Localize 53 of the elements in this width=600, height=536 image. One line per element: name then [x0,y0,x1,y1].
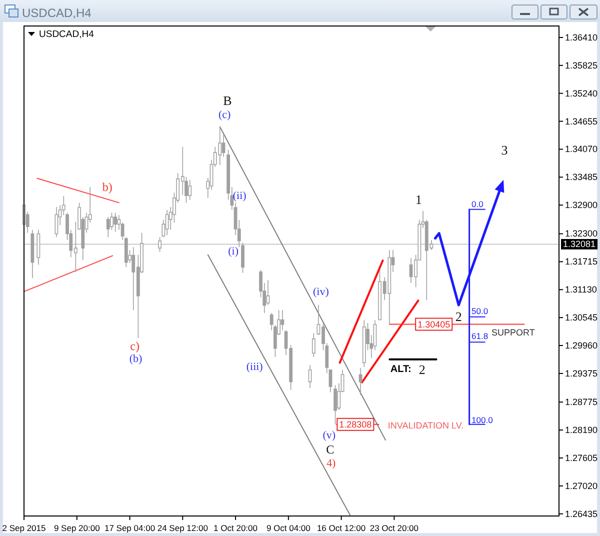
annotation: (iv) [312,286,330,298]
annotation: (b) [129,353,143,366]
annotation: SUPPORT [492,327,536,338]
x-tick-label: 9 Sep 20:00 [54,523,100,533]
y-tick-label: 1.35825 [565,60,598,70]
annotation: (ii) [232,190,247,202]
y-tick-label: 1.34070 [565,144,598,154]
annotation: 2 [418,362,426,377]
annotation: 4) [326,457,336,470]
y-tick-label: 1.32900 [565,200,598,210]
chart-title: USDCAD,H4 [22,6,92,20]
x-tick-label: 2 Sep 2015 [2,523,46,533]
annotation: ALT: [390,364,412,375]
annotation: (i) [228,246,239,258]
x-tick-label: 16 Oct 12:00 [316,523,366,533]
y-tick-label: 1.26435 [565,508,598,519]
y-tick-label: 1.36410 [565,32,598,42]
annotation: INVALIDATION LV. [388,420,464,430]
annotation: 3 [501,142,508,157]
chart-subtitle: USDCAD,H4 [39,28,94,40]
annotation: c) [130,339,140,354]
annotation: B [223,92,232,108]
x-tick-label: 17 Sep 04:00 [104,523,156,533]
y-tick-label: 1.27020 [565,480,598,491]
annotation: 100.0 [472,414,494,425]
annotation: (iii) [246,361,264,374]
y-tick-label: 1.31715 [565,256,598,267]
annotation: (v) [322,429,336,442]
y-tick-label: 1.28190 [565,425,598,436]
x-tick-label: 9 Oct 04:00 [266,523,311,533]
annotation: C [326,442,334,456]
x-tick-label: 24 Sep 12:00 [157,523,208,533]
y-tick-label: 1.31130 [565,284,597,295]
annotation: 0.0 [472,198,484,209]
annotation: (c) [218,108,232,121]
y-tick-label: 1.32300 [565,228,598,239]
annotation: 61.8 [472,331,488,342]
annotation: 2 [455,308,462,324]
annotation: b) [102,180,112,194]
y-tick-label: 1.29375 [565,368,598,378]
y-tick-label: 1.28775 [565,397,598,408]
annotation: 1.28308 [339,419,372,430]
x-tick-label: 23 Oct 20:00 [370,523,419,533]
y-tick-label: 1.35240 [565,88,598,98]
annotation: 1.30405 [418,319,450,330]
annotation: 1 [415,192,422,207]
y-tick-label: 1.33485 [565,172,598,182]
annotation: 50.0 [472,306,488,316]
y-tick-label: 1.29960 [565,340,598,351]
y-tick-label: 1.34655 [565,116,598,126]
y-tick-label: 1.27605 [565,452,598,463]
x-tick-label: 1 Oct 20:00 [214,523,258,533]
y-tick-label: 1.30545 [565,312,598,323]
